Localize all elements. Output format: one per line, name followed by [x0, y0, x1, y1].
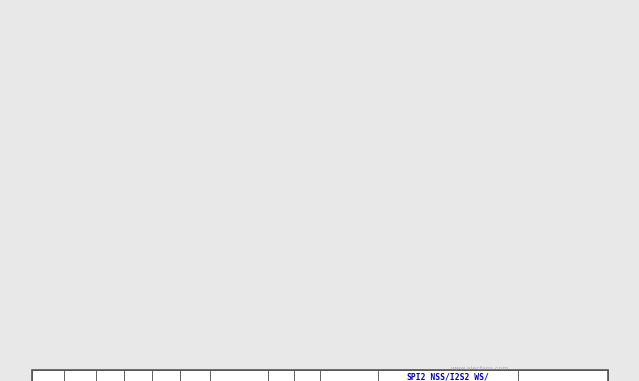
- Bar: [31, 370, 63, 381]
- Bar: [63, 370, 95, 381]
- Bar: [293, 370, 320, 381]
- Bar: [95, 370, 123, 381]
- Bar: [378, 370, 518, 381]
- Bar: [180, 370, 210, 381]
- Bar: [151, 370, 180, 381]
- Bar: [123, 370, 151, 381]
- Text: www.alecfans.com: www.alecfans.com: [450, 367, 509, 371]
- Bar: [268, 370, 293, 381]
- Bar: [320, 370, 378, 381]
- Bar: [518, 370, 608, 381]
- Text: SPI2_NSS/I2S2_WS/: SPI2_NSS/I2S2_WS/: [406, 373, 489, 381]
- Bar: [210, 370, 268, 381]
